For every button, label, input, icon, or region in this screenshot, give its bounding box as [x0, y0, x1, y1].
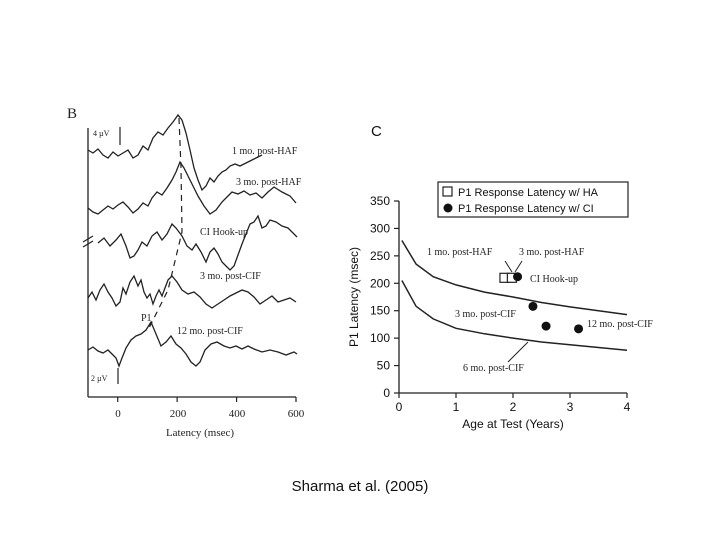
x-tick-label-3: 3 — [567, 400, 574, 414]
tick-label-200: 200 — [170, 408, 187, 420]
scale-bar-top-label: 4 µV — [93, 129, 110, 138]
x-tick-label-0: 0 — [396, 400, 403, 414]
trace-label-12mo-post-cif: 12 mo. post-CIF — [177, 326, 243, 337]
axis-break-mark — [82, 240, 94, 248]
panel-b: B 4 µV 2 µV 0 200 400 600 Latency (msec)… — [67, 106, 305, 439]
axis-break-mark — [82, 235, 94, 243]
ci-point-2 — [541, 321, 551, 331]
tick-label-600: 600 — [288, 408, 305, 420]
y-tick-label-100: 100 — [370, 331, 390, 345]
x-tick-label-4: 4 — [624, 400, 631, 414]
scale-bar-bottom-label: 2 µV — [91, 374, 108, 383]
panel-c-x-label: Age at Test (Years) — [462, 417, 563, 431]
annotation-arrow — [514, 260, 523, 273]
panel-c-letter: C — [371, 123, 382, 140]
legend-open-square-icon — [442, 186, 453, 197]
annotation-3mo-post-haf: 3 mo. post-HAF — [519, 247, 585, 258]
legend-filled-circle-icon — [443, 203, 453, 213]
annotation-3mo-post-cif: 3 mo. post-CIF — [455, 309, 516, 320]
panel-c: C 0 1 2 3 4 0 50 100 150 200 250 300 350 Age at Test… — [347, 123, 653, 431]
waveform-3mo-post-cif — [87, 274, 297, 309]
norm-curve-upper — [401, 240, 628, 316]
tick-label-0: 0 — [115, 408, 121, 420]
waveform-1mo-post-haf — [87, 113, 263, 192]
panel-b-letter: B — [67, 106, 77, 122]
trace-label-ci-hook-up: CI Hook-up — [200, 227, 248, 238]
panel-b-ticks — [117, 397, 297, 402]
panel-c-tick-labels: 0 1 2 3 4 0 50 100 150 200 250 300 350 — [370, 194, 631, 414]
trace-label-1mo-post-haf: 1 mo. post-HAF — [232, 146, 298, 157]
trace-label-3mo-post-cif: 3 mo. post-CIF — [200, 271, 261, 282]
y-tick-label-250: 250 — [370, 249, 390, 263]
panel-c-curves — [401, 240, 628, 351]
panel-c-y-label: P1 Latency (msec) — [347, 247, 361, 347]
legend-item-ci: P1 Response Latency w/ CI — [458, 203, 594, 215]
x-tick-label-2: 2 — [510, 400, 517, 414]
norm-curve-lower — [401, 280, 628, 351]
y-tick-label-50: 50 — [377, 359, 391, 373]
trace-label-3mo-post-haf: 3 mo. post-HAF — [236, 177, 302, 188]
waveform-ci-hook-up — [97, 214, 298, 271]
panel-c-ticks — [394, 200, 628, 398]
annotation-6mo-post-cif: 6 mo. post-CIF — [463, 363, 524, 374]
panel-b-x-label: Latency (msec) — [166, 427, 234, 439]
ci-point-0 — [513, 272, 523, 282]
y-tick-label-200: 200 — [370, 276, 390, 290]
figure-caption: Sharma et al. (2005) — [291, 478, 429, 495]
annotation-1mo-post-haf: 1 mo. post-HAF — [427, 247, 493, 258]
y-tick-label-350: 350 — [370, 194, 390, 208]
ci-point-3 — [574, 324, 584, 334]
p1-latency-dashed-line — [147, 117, 183, 331]
annotation-12mo-post-cif: 12 mo. post-CIF — [587, 319, 653, 330]
ci-point-1 — [528, 301, 538, 311]
panel-c-points — [499, 272, 584, 334]
annotation-ci-hook-up: CI Hook-up — [530, 274, 578, 285]
legend-box — [437, 181, 629, 218]
y-tick-label-300: 300 — [370, 221, 390, 235]
p1-peak-label: P1 — [141, 313, 152, 324]
waveform-3mo-post-haf — [87, 160, 297, 215]
waveform-12mo-post-cif — [87, 320, 298, 368]
y-tick-label-150: 150 — [370, 304, 390, 318]
annotation-arrow — [507, 341, 529, 363]
panel-c-legend: P1 Response Latency w/ HA P1 Response La… — [437, 181, 629, 218]
y-tick-label-0: 0 — [383, 386, 390, 400]
annotation-arrow — [504, 260, 513, 273]
tick-label-400: 400 — [229, 408, 246, 420]
x-tick-label-1: 1 — [453, 400, 460, 414]
legend-item-ha: P1 Response Latency w/ HA — [458, 187, 599, 199]
